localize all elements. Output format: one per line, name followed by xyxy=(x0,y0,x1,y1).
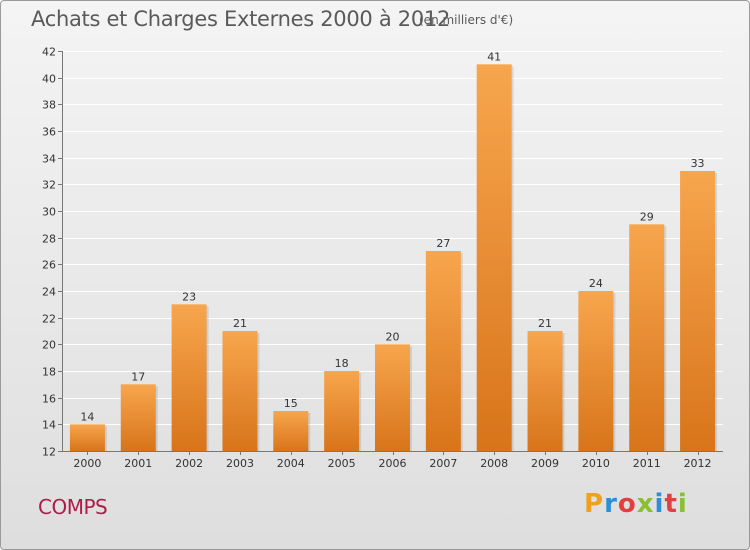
value-label-2001: 17 xyxy=(131,370,145,383)
y-tick-label: 28 xyxy=(42,233,56,246)
bar-2006 xyxy=(375,344,410,451)
x-tick-label-2007: 2007 xyxy=(429,457,457,470)
bar-2005 xyxy=(324,371,360,451)
y-tick-label: 22 xyxy=(42,313,56,326)
value-label-2010: 24 xyxy=(589,277,603,290)
value-label-2009: 21 xyxy=(538,317,552,330)
value-label-2004: 15 xyxy=(284,397,298,410)
proxiti-logo[interactable]: Proxiti xyxy=(584,489,688,519)
bar-2009 xyxy=(527,331,563,451)
value-label-2003: 21 xyxy=(233,317,247,330)
bar-2012 xyxy=(680,171,716,451)
value-label-2008: 41 xyxy=(487,50,501,63)
value-label-2000: 14 xyxy=(80,410,94,423)
y-tick-label: 38 xyxy=(42,99,56,112)
x-tick-label-2000: 2000 xyxy=(73,457,101,470)
bar-2004 xyxy=(273,411,309,451)
value-label-2002: 23 xyxy=(182,290,196,303)
bar-2011 xyxy=(629,224,665,451)
x-tick-label-2002: 2002 xyxy=(175,457,203,470)
bar-2008 xyxy=(476,64,512,452)
x-tick-label-2012: 2012 xyxy=(684,457,712,470)
value-label-2012: 33 xyxy=(691,157,705,170)
x-tick-label-2009: 2009 xyxy=(531,457,559,470)
chart-title: Achats et Charges Externes 2000 à 2012 xyxy=(31,7,451,31)
logo-letter: P xyxy=(584,489,605,519)
axes xyxy=(58,51,723,455)
x-tick-label-2006: 2006 xyxy=(379,457,407,470)
x-tick-label-2005: 2005 xyxy=(328,457,356,470)
bar-2010 xyxy=(578,291,614,451)
bar-2007 xyxy=(425,251,461,451)
y-tick-label: 14 xyxy=(42,419,56,432)
y-tick-label: 26 xyxy=(42,259,56,272)
y-tick-label: 12 xyxy=(42,446,56,459)
value-label-2007: 27 xyxy=(436,237,450,250)
y-tick-label: 20 xyxy=(42,339,56,352)
bars xyxy=(69,64,718,452)
commune-name: COMPS xyxy=(38,495,108,519)
logo-letter: t xyxy=(664,489,678,519)
x-tick-label-2001: 2001 xyxy=(124,457,152,470)
bar-2000 xyxy=(69,424,105,451)
y-tick-label: 34 xyxy=(42,153,56,166)
y-tick-label: 24 xyxy=(42,286,56,299)
y-tick-label: 16 xyxy=(42,393,56,406)
bar-2001 xyxy=(120,384,156,451)
y-tick-label: 30 xyxy=(42,206,56,219)
value-label-2005: 18 xyxy=(335,357,349,370)
x-tick-label-2003: 2003 xyxy=(226,457,254,470)
logo-letter: i xyxy=(677,489,688,519)
chart-subtitle: (en milliers d'€) xyxy=(419,13,514,27)
logo-letter: r xyxy=(604,489,618,519)
logo-letter: i xyxy=(654,489,665,519)
value-label-2006: 20 xyxy=(386,330,400,343)
y-tick-label: 42 xyxy=(42,46,56,59)
bar-2003 xyxy=(222,331,258,451)
labels: 12 14 16 18 20 22 24 26 28 30 32 34 36 38 40 42 2000 14 20… xyxy=(42,46,712,471)
value-label-2011: 29 xyxy=(640,210,654,223)
y-tick-label: 36 xyxy=(42,126,56,139)
y-tick-label: 40 xyxy=(42,73,56,86)
logo-letter: o xyxy=(617,489,637,519)
y-tick-label: 18 xyxy=(42,366,56,379)
x-tick-label-2011: 2011 xyxy=(633,457,661,470)
bar-2002 xyxy=(171,304,207,451)
y-tick-label: 32 xyxy=(42,179,56,192)
x-tick-label-2010: 2010 xyxy=(582,457,610,470)
x-tick-label-2008: 2008 xyxy=(480,457,508,470)
x-tick-label-2004: 2004 xyxy=(277,457,305,470)
logo-letter: x xyxy=(636,489,655,519)
